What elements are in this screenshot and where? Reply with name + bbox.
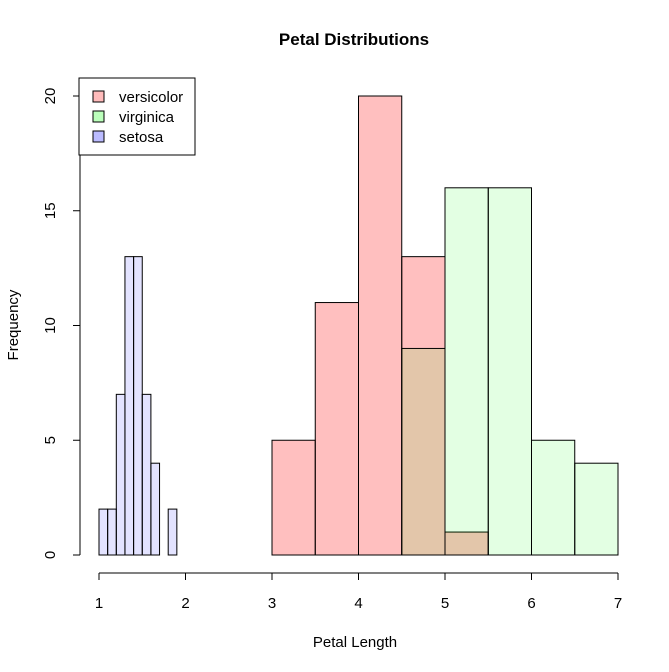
x-tick-label-4: 5 [441,595,449,612]
bar-virginica-4 [574,462,619,556]
legend-label-setosa: setosa [119,129,164,146]
bar-setosa-1 [107,508,117,556]
bar-virginica-0 [401,347,446,556]
bar-setosa-0 [98,508,109,556]
bar-versicolor-3 [401,256,446,556]
bar-virginica-3 [531,439,576,556]
x-tick-label-0: 1 [95,595,103,612]
bar-versicolor-1 [314,302,359,556]
legend-label-versicolor: versicolor [119,89,183,106]
x-tick-label-2: 3 [268,595,276,612]
bar-versicolor-0 [271,439,316,556]
x-tick-label-5: 6 [527,595,535,612]
y-axis: 0 5 10 15 20 [42,88,81,559]
legend-label-virginica: virginica [119,109,175,126]
bar-virginica-2 [487,187,532,556]
x-axis: 1 2 3 4 5 6 7 [95,572,622,612]
y-tick-label-3: 15 [42,202,59,219]
x-tick-label-1: 2 [181,595,189,612]
bar-setosa-5 [141,393,152,556]
x-tick-label-6: 7 [614,595,622,612]
legend-swatch-versicolor [92,90,105,103]
y-axis-label: Frequency [5,289,22,360]
x-tick-label-3: 4 [354,595,362,612]
bar-setosa-3 [124,256,135,556]
x-axis-label: Petal Length [313,634,397,651]
legend-swatch-virginica [92,110,105,123]
bar-versicolor-2 [358,95,403,556]
bar-setosa-6 [150,462,161,556]
bar-setosa-2 [115,393,126,556]
legend: versicolor virginica setosa [78,77,196,156]
bar-setosa-8 [167,508,178,556]
bar-setosa-4 [133,256,143,556]
legend-swatch-setosa [92,130,105,143]
chart-title: Petal Distributions [279,30,429,49]
y-tick-label-0: 0 [42,551,59,559]
histogram-bars [98,95,619,556]
y-tick-label-2: 10 [42,317,59,334]
y-tick-label-4: 20 [42,88,59,105]
y-tick-label-1: 5 [42,436,59,444]
bar-virginica-1 [444,187,489,556]
